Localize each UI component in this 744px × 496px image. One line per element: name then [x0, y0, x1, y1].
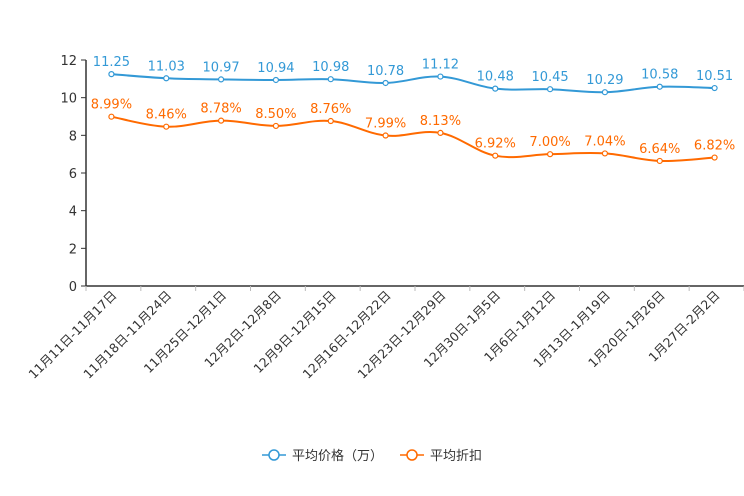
- data-point: [601, 89, 609, 96]
- data-point: [217, 76, 225, 83]
- data-label: 6.92%: [475, 137, 516, 152]
- data-label: 7.00%: [529, 135, 570, 150]
- data-label: 10.78: [367, 64, 404, 79]
- data-point: [327, 117, 334, 125]
- data-label: 6.82%: [694, 139, 735, 154]
- data-point: [492, 85, 499, 92]
- series-line-1: [111, 115, 715, 163]
- data-label: 8.13%: [420, 114, 461, 129]
- data-point: [272, 122, 280, 130]
- data-label: 8.78%: [200, 102, 241, 117]
- data-point: [711, 154, 718, 161]
- data-point: [711, 84, 718, 92]
- x-tick-label: 11月11日-11月17日: [25, 288, 119, 382]
- data-label: 8.99%: [91, 98, 132, 113]
- legend-label: 平均折扣: [430, 449, 482, 464]
- data-label: 8.76%: [310, 102, 351, 117]
- data-point: [546, 86, 554, 93]
- legend-label: 平均价格（万）: [292, 448, 383, 464]
- data-label: 6.64%: [639, 142, 680, 157]
- data-label: 10.51: [696, 69, 733, 84]
- data-point: [656, 83, 663, 90]
- legend-marker-icon: [406, 449, 418, 461]
- data-label: 10.45: [531, 70, 568, 85]
- data-label: 7.04%: [584, 134, 625, 149]
- data-point: [108, 113, 115, 120]
- series-line-0: [111, 73, 715, 94]
- data-point: [327, 76, 334, 83]
- legend-marker-icon: [268, 449, 280, 461]
- data-point: [163, 75, 170, 82]
- data-point: [492, 152, 499, 159]
- data-point: [272, 76, 280, 84]
- data-point: [163, 123, 170, 130]
- data-label: 10.29: [586, 73, 623, 88]
- y-tick-label: 12: [60, 54, 77, 69]
- data-point: [382, 79, 389, 87]
- data-label: 11.03: [148, 59, 185, 74]
- data-point: [108, 71, 115, 78]
- data-point: [437, 129, 444, 136]
- y-tick-label: 8: [69, 129, 77, 144]
- data-label: 10.58: [641, 68, 678, 83]
- y-tick-label: 10: [60, 92, 77, 107]
- data-label: 10.97: [202, 60, 239, 75]
- data-label: 10.48: [477, 70, 514, 85]
- data-label: 11.12: [422, 58, 459, 73]
- data-label: 7.99%: [365, 117, 406, 132]
- data-point: [656, 157, 663, 165]
- y-tick-label: 0: [69, 280, 77, 295]
- y-tick-label: 6: [69, 167, 77, 182]
- data-point: [601, 150, 609, 157]
- data-label: 8.50%: [255, 107, 296, 122]
- data-point: [546, 151, 554, 158]
- y-tick-label: 4: [69, 205, 77, 220]
- data-point: [217, 117, 225, 124]
- data-label: 10.98: [312, 60, 349, 75]
- data-label: 11.25: [93, 55, 130, 70]
- data-point: [437, 73, 444, 80]
- data-point: [382, 132, 389, 139]
- y-tick-label: 2: [69, 242, 77, 257]
- data-label: 10.94: [257, 61, 294, 76]
- data-label: 8.46%: [146, 108, 187, 123]
